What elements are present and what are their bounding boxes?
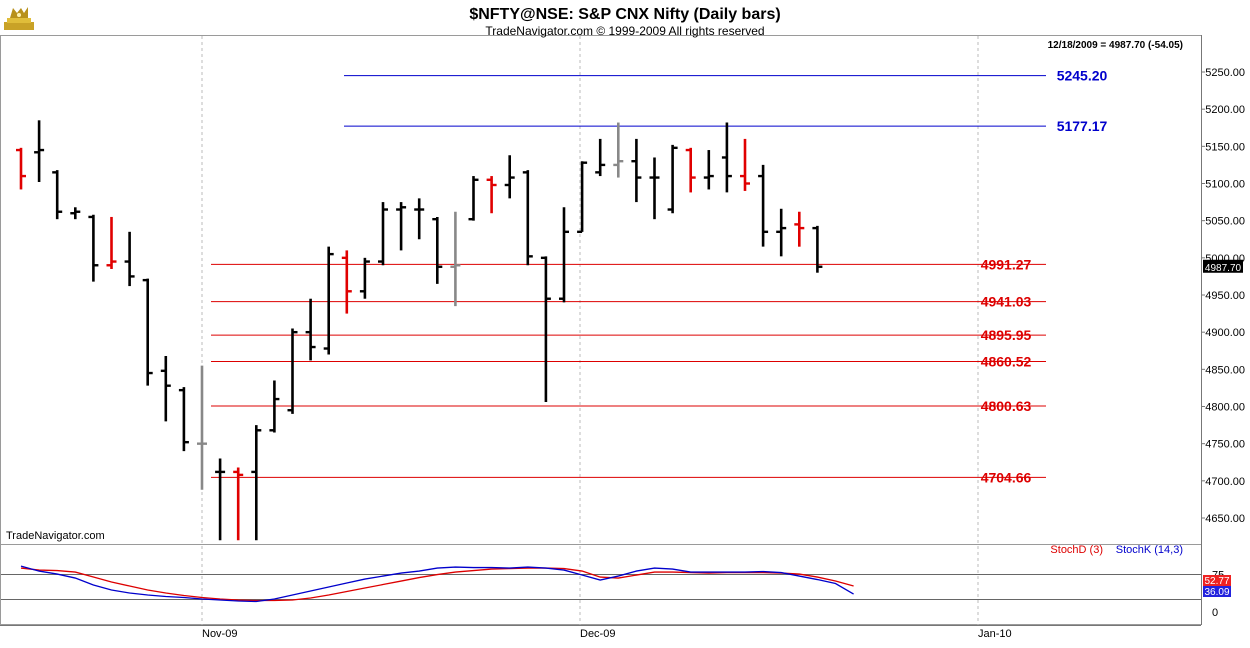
x-axis: Nov-09 Dec-09 Jan-10 [202, 628, 1012, 640]
ohlc-bar [776, 208, 787, 257]
y-tick-label: 5050.00 [1205, 216, 1245, 228]
copyright-text: TradeNavigator.com © 1999-2009 All right… [485, 24, 764, 38]
ohlc-bar [251, 425, 262, 541]
ohlc-bar [522, 170, 533, 266]
ohlc-bar [197, 365, 207, 490]
stochastic-panel [0, 544, 1202, 625]
ohlc-bar [106, 216, 117, 269]
y-tick-label: 4950.00 [1205, 290, 1245, 302]
legend-stochk: StochK (14,3) [1116, 544, 1183, 556]
ohlc-bar [178, 387, 189, 452]
ohlc-bar [540, 256, 551, 403]
stochastic-indicator [1, 565, 1201, 603]
ohlc-bar [124, 231, 135, 287]
y-tick-label: 4650.00 [1205, 513, 1245, 525]
ohlc-bar [34, 120, 45, 183]
level-label: 4895.95 [981, 327, 1032, 343]
ohlc-bar [70, 207, 81, 220]
ohlc-bar [305, 298, 316, 361]
ohlc-bar [16, 147, 26, 190]
x-tick-label: Nov-09 [202, 628, 237, 640]
last-price-label: 4987.70 [1205, 263, 1242, 274]
ohlc-bar [504, 155, 515, 199]
svg-text:52.77: 52.77 [1204, 576, 1229, 587]
ohlc-bar [432, 216, 443, 284]
y-tick-label: 4700.00 [1205, 476, 1245, 488]
y-tick-label: 4900.00 [1205, 327, 1245, 339]
y-tick-label: 4750.00 [1205, 439, 1245, 451]
stoch-last-value-tag: 52.77 [1203, 575, 1231, 587]
last-quote-text: 12/18/2009 = 4987.70 (-54.05) [1048, 40, 1183, 51]
ohlc-bar [559, 207, 569, 303]
ohlc-bar [758, 164, 769, 247]
bull-logo-icon [4, 7, 34, 30]
y-tick-label: 4850.00 [1205, 364, 1245, 376]
ohlc-bar [468, 176, 479, 221]
ohlc-bar [233, 467, 244, 541]
ohlc-bar [450, 211, 461, 307]
ohlc-bar [52, 170, 63, 220]
ohlc-bar [341, 250, 352, 314]
level-label: 4991.27 [981, 256, 1032, 272]
svg-text:36.09: 36.09 [1204, 587, 1229, 598]
ohlc-bar [794, 211, 805, 247]
level-label: 5245.20 [1057, 68, 1108, 84]
ohlc-bar [595, 138, 606, 177]
ohlc-bars [16, 120, 823, 541]
ohlc-bar [414, 198, 425, 240]
ohlc-bar [649, 157, 660, 220]
stoch-y-tick-label: 0 [1212, 607, 1218, 619]
ohlc-bar [486, 176, 497, 214]
ohlc-bar [215, 458, 226, 541]
stoch-line-k [20, 565, 854, 603]
ohlc-bar [703, 150, 714, 190]
ohlc-bar [378, 202, 388, 266]
price-y-axis: 4650.00 4700.00 4750.00 4800.00 4850.00 4900.… [1201, 67, 1245, 525]
ohlc-bar [88, 214, 99, 282]
x-tick-label: Dec-09 [580, 628, 615, 640]
ohlc-bar [269, 380, 280, 433]
level-label: 4941.03 [981, 294, 1032, 310]
y-tick-label: 5200.00 [1205, 104, 1245, 116]
price-levels: 5245.20 5177.17 4991.27 4941.03 4895.95 4860.… [211, 68, 1108, 485]
ohlc-bar [613, 122, 624, 178]
ohlc-bar [667, 144, 678, 214]
stoch-line-d [20, 567, 854, 602]
ohlc-bar [287, 328, 298, 414]
ohlc-bar [142, 278, 153, 386]
level-label: 4860.52 [981, 354, 1032, 370]
x-tick-label: Jan-10 [978, 628, 1012, 640]
last-price-tag: 4987.70 [1203, 259, 1243, 274]
level-label: 4800.63 [981, 398, 1032, 414]
price-panel [0, 35, 1202, 545]
month-gridlines [201, 36, 979, 625]
y-tick-label: 5250.00 [1205, 67, 1245, 79]
ohlc-bar [359, 257, 370, 299]
ohlc-bar [721, 122, 732, 193]
ohlc-bar [740, 138, 750, 191]
ohlc-bar [160, 355, 171, 422]
ohlc-bar [631, 138, 642, 203]
level-label: 4704.66 [981, 469, 1032, 485]
ohlc-bar [396, 202, 407, 251]
stoch-last-value-tag: 36.09 [1203, 586, 1231, 598]
y-tick-label: 5150.00 [1205, 141, 1245, 153]
chart-title: $NFTY@NSE: S&P CNX Nifty (Daily bars) [469, 6, 780, 23]
watermark-text: TradeNavigator.com [6, 530, 105, 542]
ohlc-bar [577, 161, 588, 234]
ohlc-bar [685, 147, 696, 193]
ohlc-bar [323, 246, 334, 355]
legend-stochd: StochD (3) [1050, 544, 1103, 556]
ohlc-bar [812, 225, 823, 273]
y-tick-label: 5100.00 [1205, 179, 1245, 191]
level-label: 5177.17 [1057, 118, 1108, 134]
y-tick-label: 4800.00 [1205, 402, 1245, 414]
